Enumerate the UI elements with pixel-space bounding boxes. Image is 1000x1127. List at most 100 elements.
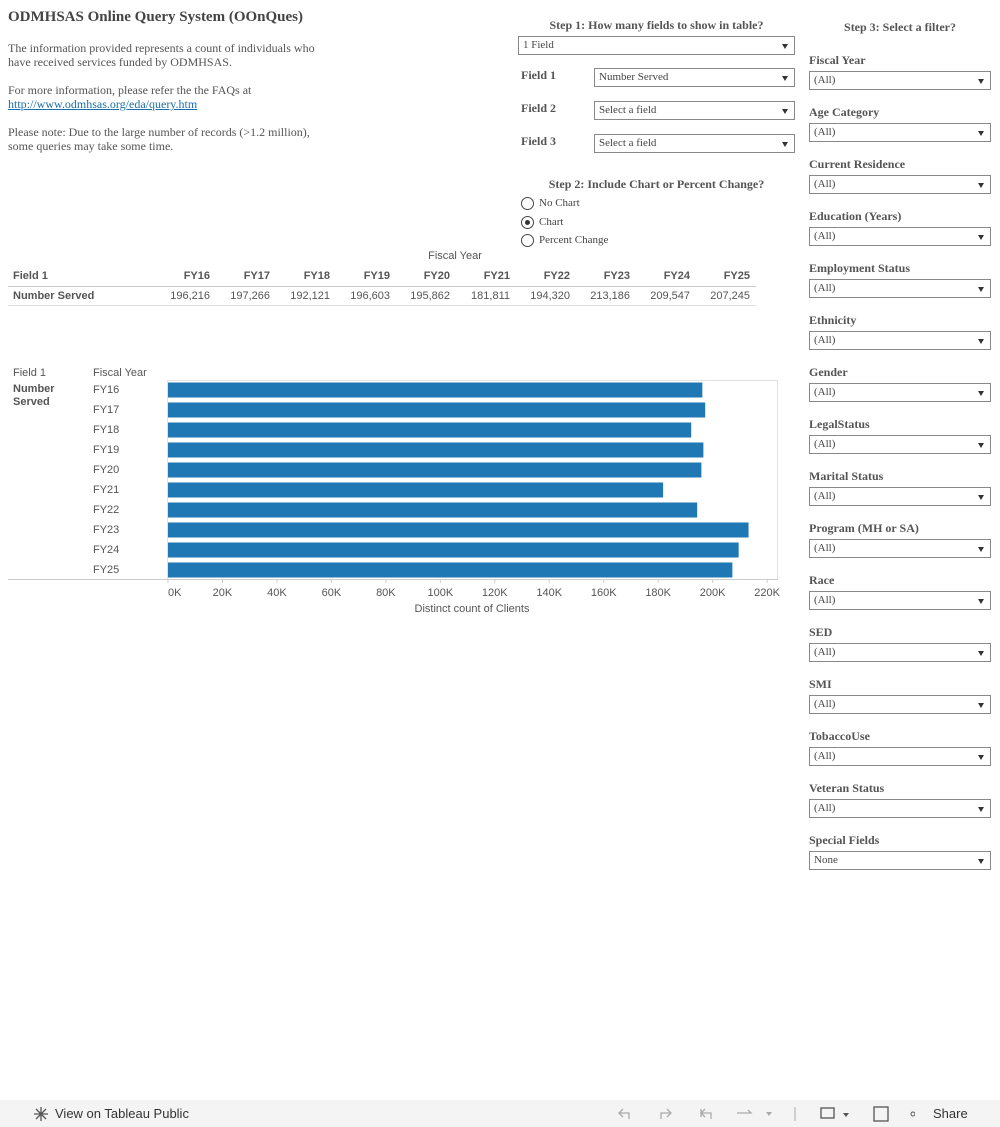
view-on-tableau[interactable]: View on Tableau Public [55, 1106, 189, 1121]
filter-dropdown[interactable]: (All) [809, 123, 991, 142]
filter-dropdown[interactable]: None [809, 851, 991, 870]
table-cell: 213,186 [590, 290, 630, 302]
bar [168, 522, 749, 538]
filter-label: Special Fields [809, 833, 880, 847]
table-header: FY20 [424, 270, 450, 282]
filter-dropdown[interactable]: (All) [809, 695, 991, 714]
table-header: FY25 [724, 270, 750, 282]
filter-dropdown[interactable]: (All) [809, 331, 991, 350]
filter-dropdown[interactable]: (All) [809, 383, 991, 402]
radio-button[interactable] [521, 197, 534, 210]
table-header: FY19 [364, 270, 390, 282]
page-title: ODMHSAS Online Query System (OOnQues) [8, 9, 304, 25]
x-tick-label: 80K [376, 587, 396, 599]
category-label: FY18 [93, 424, 119, 436]
field-label: Field 1 [521, 68, 556, 82]
table-header: Field 1 [13, 270, 48, 282]
category-label: FY17 [93, 404, 119, 416]
field-dropdown[interactable]: Select a field [594, 101, 795, 120]
column-header: Fiscal Year [93, 367, 147, 379]
radio-button[interactable] [521, 215, 534, 229]
x-tick-label: 0K [168, 587, 182, 599]
filter-dropdown[interactable]: (All) [809, 643, 991, 662]
table-header: FY18 [304, 270, 330, 282]
category-label: FY20 [93, 464, 119, 476]
toolbar-icons [618, 1106, 915, 1122]
radio-label: Chart [539, 215, 564, 228]
x-tick-label: 220K [754, 587, 780, 599]
filter-dropdown[interactable]: (All) [809, 539, 991, 558]
field-count-dropdown[interactable]: 1 Field [518, 36, 795, 55]
table-cell: 209,547 [650, 290, 690, 302]
x-tick-label: 180K [645, 587, 671, 599]
table-cell: Number Served [13, 290, 94, 302]
table-header: FY23 [604, 270, 630, 282]
category-label: FY25 [93, 564, 119, 576]
bar [168, 562, 733, 578]
category-label: FY23 [93, 524, 119, 536]
radio-label: Percent Change [539, 234, 609, 246]
filter-dropdown[interactable]: (All) [809, 487, 991, 506]
x-tick-label: 200K [700, 587, 726, 599]
step3-title: Step 3: Select a filter? [844, 20, 956, 34]
intro-text: The information provided represents a co… [8, 41, 315, 69]
filter-dropdown[interactable]: (All) [809, 279, 991, 298]
share-button[interactable]: Share [933, 1106, 968, 1121]
bar [168, 462, 702, 478]
filter-dropdown[interactable]: (All) [809, 227, 991, 246]
bar [168, 542, 739, 558]
column-group-header: Fiscal Year [428, 250, 482, 262]
filter-dropdown[interactable]: (All) [809, 435, 991, 454]
filter-label: Veteran Status [809, 781, 885, 795]
table-cell: 192,121 [290, 290, 330, 302]
table-header: FY21 [484, 270, 510, 282]
bar [168, 422, 692, 438]
filter-dropdown[interactable]: (All) [809, 175, 991, 194]
filter-dropdown[interactable]: (All) [809, 799, 991, 818]
category-label: FY24 [93, 544, 119, 556]
field-dropdown[interactable]: Number Served [594, 68, 795, 87]
row-label: Number Served [13, 383, 55, 408]
filter-label: Race [809, 573, 835, 587]
row-header: Field 1 [13, 367, 46, 379]
filter-label: Current Residence [809, 157, 906, 171]
table-cell: 194,320 [530, 290, 570, 302]
step2-title: Step 2: Include Chart or Percent Change? [548, 177, 765, 191]
bar [168, 482, 664, 498]
filter-dropdown[interactable]: (All) [809, 747, 991, 766]
category-label: FY22 [93, 504, 119, 516]
faq-text: For more information, please refer the t… [8, 83, 252, 97]
bar [168, 502, 698, 518]
x-tick-label: 160K [591, 587, 617, 599]
filter-label: Gender [809, 365, 848, 379]
table-cell: 195,862 [410, 290, 450, 302]
bar [168, 382, 703, 398]
table-cell: 197,266 [230, 290, 270, 302]
x-tick-label: 40K [267, 587, 287, 599]
field-dropdown[interactable]: Select a field [594, 134, 795, 153]
table-header: FY24 [664, 270, 691, 282]
filter-label: Marital Status [809, 469, 884, 483]
bar [168, 442, 704, 458]
faq-link[interactable]: http://www.odmhsas.org/eda/query.htm [8, 97, 198, 111]
field-label: Field 2 [521, 101, 556, 115]
radio-button[interactable] [521, 234, 534, 247]
bar [168, 402, 706, 418]
filter-label: Age Category [809, 105, 880, 119]
x-axis-title: Distinct count of Clients [415, 603, 530, 615]
filter-dropdown[interactable]: (All) [809, 591, 991, 610]
table-cell: 181,811 [471, 290, 510, 302]
x-tick-label: 20K [213, 587, 233, 599]
x-tick-label: 120K [482, 587, 508, 599]
category-label: FY19 [93, 444, 119, 456]
x-tick-label: 100K [427, 587, 453, 599]
table-header: FY22 [544, 270, 570, 282]
filter-label: TobaccoUse [809, 729, 870, 743]
filter-dropdown[interactable]: (All) [809, 71, 991, 90]
filter-label: Ethnicity [809, 313, 857, 327]
table-cell: 196,216 [170, 290, 210, 302]
toolbar: View on Tableau Public Share [0, 1100, 1000, 1127]
filter-label: SED [809, 625, 833, 639]
filter-label: SMI [809, 677, 832, 691]
